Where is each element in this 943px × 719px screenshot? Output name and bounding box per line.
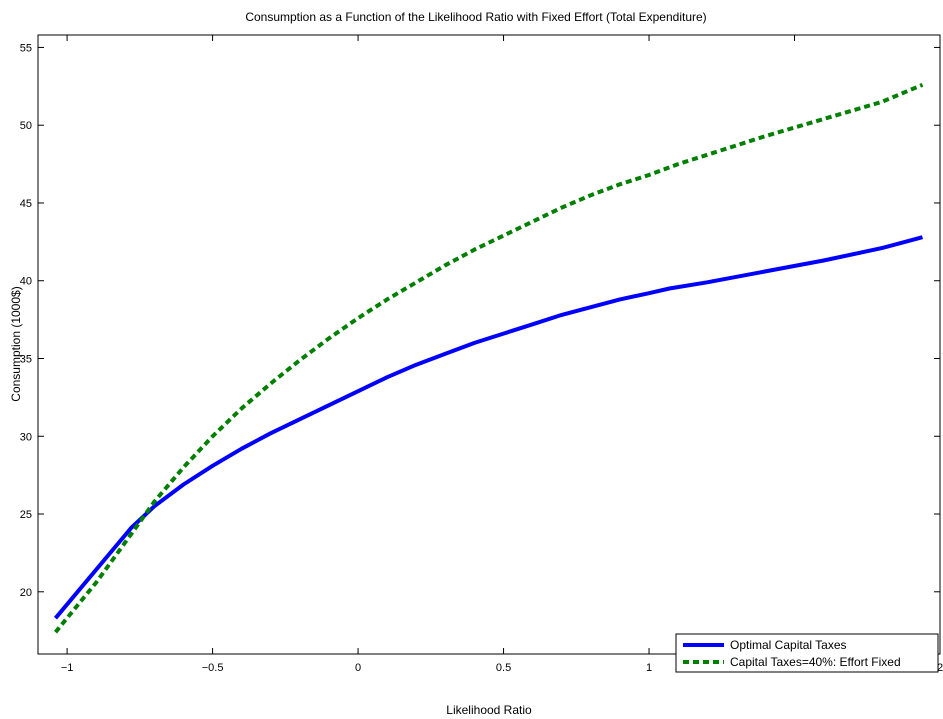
- y-axis: 20 25 30 35 40 45 50 55: [20, 42, 940, 599]
- x-tick-label: 0.5: [496, 662, 511, 674]
- x-tick-label: 2: [937, 662, 943, 674]
- y-tick-label: 40: [20, 276, 32, 288]
- y-tick-label: 35: [20, 353, 32, 365]
- x-tick-label: −0.5: [202, 662, 224, 674]
- y-tick-label: 25: [20, 509, 32, 521]
- y-tick-label: 45: [20, 198, 32, 210]
- x-tick-label: −1: [61, 662, 74, 674]
- legend-label-capital-taxes-40: Capital Taxes=40%: Effort Fixed: [730, 655, 901, 669]
- series-line-optimal-capital-taxes: [53, 235, 924, 620]
- series-line-capital-taxes-40-effort-fixed: [53, 82, 924, 634]
- y-tick-label: 55: [20, 42, 32, 54]
- plot-frame: [37, 34, 941, 655]
- chart-title: Consumption as a Function of the Likelih…: [245, 10, 706, 24]
- x-axis-title: Likelihood Ratio: [446, 703, 532, 717]
- x-axis: −1−0.500.511.52: [61, 35, 943, 674]
- series-layer: [53, 82, 924, 634]
- y-tick-label: 50: [20, 120, 32, 132]
- legend-label-optimal-capital-taxes: Optimal Capital Taxes: [730, 638, 847, 652]
- y-axis-title: Consumption (1000$): [9, 286, 23, 401]
- y-tick-label: 30: [20, 431, 32, 443]
- x-tick-label: 0: [355, 662, 361, 674]
- y-tick-label: 20: [20, 587, 32, 599]
- legend-box: [675, 633, 939, 673]
- x-tick-label: 1: [646, 662, 652, 674]
- legend: Optimal Capital Taxes Capital Taxes=40%:…: [675, 633, 939, 673]
